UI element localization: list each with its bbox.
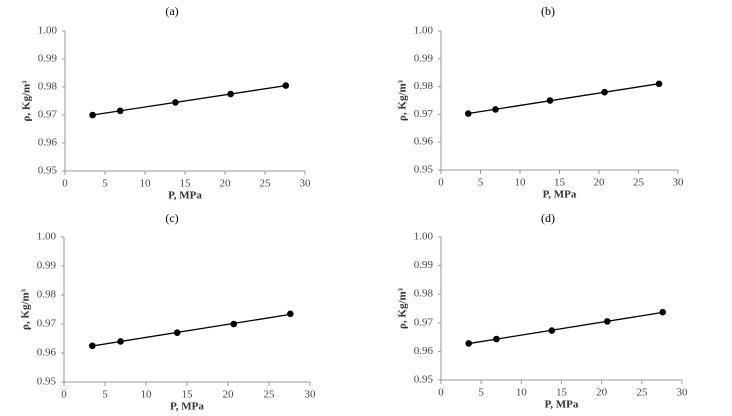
y-tick-label: 0.99 bbox=[414, 52, 434, 64]
data-point bbox=[493, 335, 500, 343]
x-axis-label: P, MPa bbox=[545, 399, 579, 411]
panel-title: (b) bbox=[541, 4, 555, 18]
y-tick-label: 0.96 bbox=[414, 345, 434, 357]
y-tick-label: 0.98 bbox=[414, 288, 434, 300]
trend-line bbox=[468, 83, 660, 115]
x-tick-label: 25 bbox=[260, 178, 272, 190]
y-tick-label: 1.00 bbox=[37, 231, 57, 243]
y-axis-label: ρ, Kg/m³ bbox=[21, 80, 33, 122]
panel-title: (d) bbox=[541, 211, 555, 225]
data-point bbox=[117, 338, 124, 345]
x-tick-label: 30 bbox=[673, 177, 685, 189]
data-point bbox=[173, 329, 181, 337]
y-tick-label: 0.99 bbox=[414, 259, 434, 271]
x-tick-label: 20 bbox=[596, 387, 608, 399]
data-point bbox=[464, 110, 472, 117]
data-point bbox=[601, 88, 608, 96]
y-axis-label: ρ, Kg/m³ bbox=[397, 79, 409, 121]
x-tick-label: 0 bbox=[61, 389, 67, 401]
x-tick-label: 0 bbox=[438, 387, 444, 399]
data-point bbox=[116, 107, 124, 115]
x-tick-label: 5 bbox=[478, 387, 484, 399]
y-tick-label: 1.00 bbox=[414, 25, 434, 37]
data-point bbox=[172, 99, 179, 106]
panel: (a) 0.95 0.96 0.97 0.98 0.99 1.00 0 5 10 15 20 25 30 P… bbox=[21, 4, 311, 202]
x-tick-label: 10 bbox=[140, 178, 152, 190]
x-tick-label: 10 bbox=[515, 177, 527, 189]
y-tick-label: 0.95 bbox=[414, 164, 434, 176]
data-point bbox=[548, 327, 556, 334]
panel: (d) 0.95 0.96 0.97 0.98 0.99 1.00 0 5 10 15 20 25 30 P… bbox=[397, 211, 688, 411]
x-tick-label: 25 bbox=[636, 387, 648, 399]
y-tick-label: 0.98 bbox=[37, 289, 57, 301]
data-point bbox=[465, 340, 473, 347]
trend-line bbox=[468, 311, 663, 345]
x-tick-label: 15 bbox=[180, 178, 192, 190]
y-tick-label: 0.97 bbox=[38, 109, 58, 121]
x-tick-label: 0 bbox=[438, 177, 444, 189]
x-tick-label: 20 bbox=[220, 178, 232, 190]
data-point bbox=[282, 82, 290, 89]
data-point bbox=[287, 310, 294, 318]
x-axis-label: P, MPa bbox=[170, 401, 204, 413]
y-tick-label: 0.98 bbox=[414, 80, 434, 92]
trend-line bbox=[92, 313, 291, 347]
panel-title: (c) bbox=[165, 211, 178, 225]
data-point bbox=[227, 90, 234, 98]
data-point bbox=[655, 80, 663, 88]
y-tick-label: 0.99 bbox=[37, 260, 57, 272]
data-point bbox=[659, 308, 667, 316]
x-tick-label: 15 bbox=[554, 177, 566, 189]
data-point bbox=[89, 111, 96, 119]
y-tick-label: 0.95 bbox=[37, 376, 57, 388]
y-axis-label: ρ, Kg/m³ bbox=[397, 287, 409, 329]
y-axis-label: ρ, Kg/m³ bbox=[20, 288, 32, 330]
x-axis-label: P, MPa bbox=[543, 189, 577, 201]
y-tick-label: 0.96 bbox=[38, 137, 58, 149]
x-tick-label: 25 bbox=[264, 389, 276, 401]
y-tick-label: 0.96 bbox=[37, 347, 57, 359]
data-point bbox=[230, 320, 238, 328]
y-tick-label: 1.00 bbox=[38, 25, 58, 37]
y-tick-label: 0.97 bbox=[37, 318, 57, 330]
panel-title: (a) bbox=[165, 4, 178, 18]
x-axis-label: P, MPa bbox=[168, 190, 202, 202]
panel: (c) 0.95 0.96 0.97 0.98 0.99 1.00 0 5 10 15 20 25 30 P… bbox=[20, 211, 316, 413]
data-point bbox=[603, 318, 611, 325]
y-tick-label: 0.97 bbox=[414, 108, 434, 120]
x-tick-label: 20 bbox=[223, 389, 235, 401]
x-tick-label: 25 bbox=[633, 177, 645, 189]
y-tick-label: 1.00 bbox=[414, 231, 434, 243]
x-tick-label: 5 bbox=[102, 389, 108, 401]
x-tick-label: 10 bbox=[141, 389, 153, 401]
y-tick-label: 0.97 bbox=[414, 316, 434, 328]
x-tick-label: 10 bbox=[516, 387, 528, 399]
y-tick-label: 0.99 bbox=[38, 53, 58, 65]
x-tick-label: 15 bbox=[556, 387, 568, 399]
x-tick-label: 0 bbox=[62, 178, 68, 190]
y-tick-label: 0.95 bbox=[38, 165, 58, 177]
data-point bbox=[492, 106, 499, 113]
x-tick-label: 30 bbox=[677, 387, 689, 399]
x-tick-label: 15 bbox=[182, 389, 194, 401]
panel: (b) 0.95 0.96 0.97 0.98 0.99 1.00 0 5 10 15 20 25 30 P… bbox=[397, 4, 684, 201]
data-point bbox=[546, 97, 554, 104]
y-tick-label: 0.96 bbox=[414, 136, 434, 148]
data-point bbox=[88, 342, 96, 350]
x-tick-label: 20 bbox=[594, 177, 606, 189]
x-tick-label: 30 bbox=[305, 389, 317, 401]
y-tick-label: 0.98 bbox=[38, 81, 58, 93]
trend-line bbox=[92, 84, 286, 116]
y-tick-label: 0.95 bbox=[414, 374, 434, 386]
x-tick-label: 30 bbox=[300, 178, 312, 190]
x-tick-label: 5 bbox=[478, 177, 484, 189]
x-tick-label: 5 bbox=[102, 178, 108, 190]
